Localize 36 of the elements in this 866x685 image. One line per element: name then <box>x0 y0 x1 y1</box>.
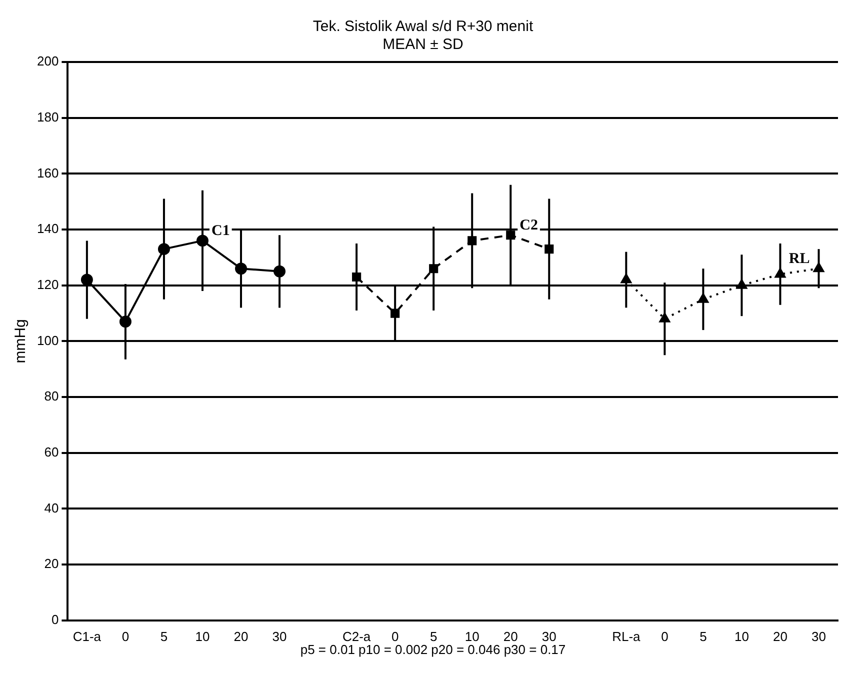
x-tick-label: 30 <box>812 628 826 644</box>
y-tick-label: 140 <box>36 221 59 236</box>
x-tick-label: 0 <box>661 628 668 644</box>
x-tick-label: 30 <box>272 628 287 644</box>
x-tick-label: 10 <box>734 628 749 644</box>
y-tick-label: 80 <box>44 388 59 404</box>
y-tick-label: 200 <box>36 54 59 69</box>
y-tick-label: 0 <box>51 612 59 627</box>
y-tick-label: 100 <box>36 332 59 348</box>
x-tick-label: 20 <box>503 628 518 644</box>
x-tick-label: 0 <box>391 628 399 644</box>
y-axis-title: mmHg <box>12 319 30 364</box>
x-tick-label: 5 <box>430 628 438 644</box>
text: p5 = 0.01 p10 = 0.002 p20 = 0.046 p30 = 0.17 <box>299 642 567 657</box>
y-tick-label: 160 <box>36 165 59 180</box>
y-tick-label: 60 <box>44 444 59 460</box>
x-tick-label: 0 <box>122 628 130 644</box>
x-tick-label: 20 <box>234 628 248 644</box>
y-tick-label: 180 <box>36 109 59 124</box>
chart-title: Tek. Sistolik Awal s/d R+30 menit <box>312 18 534 36</box>
x-tick-label: 5 <box>160 628 168 644</box>
y-tick-label: 40 <box>44 500 59 516</box>
x-tick-label: C1-a <box>72 628 102 644</box>
x-tick-label: RL-a <box>612 628 642 644</box>
series-label: RL <box>788 250 810 267</box>
series-label: C1 <box>211 223 230 240</box>
y-tick-label: 20 <box>44 556 59 572</box>
chart-subtitle: MEAN ± SD <box>382 36 464 54</box>
x-tick-label: 5 <box>700 628 707 644</box>
x-tick-label: 30 <box>542 628 556 644</box>
y-tick-label: 120 <box>36 276 59 292</box>
x-tick-label: 20 <box>772 628 788 644</box>
series-label: C2 <box>520 217 538 234</box>
x-tick-label: C2-a <box>342 628 372 644</box>
x-tick-label: 10 <box>464 628 480 644</box>
x-tick-label: 10 <box>195 628 210 644</box>
